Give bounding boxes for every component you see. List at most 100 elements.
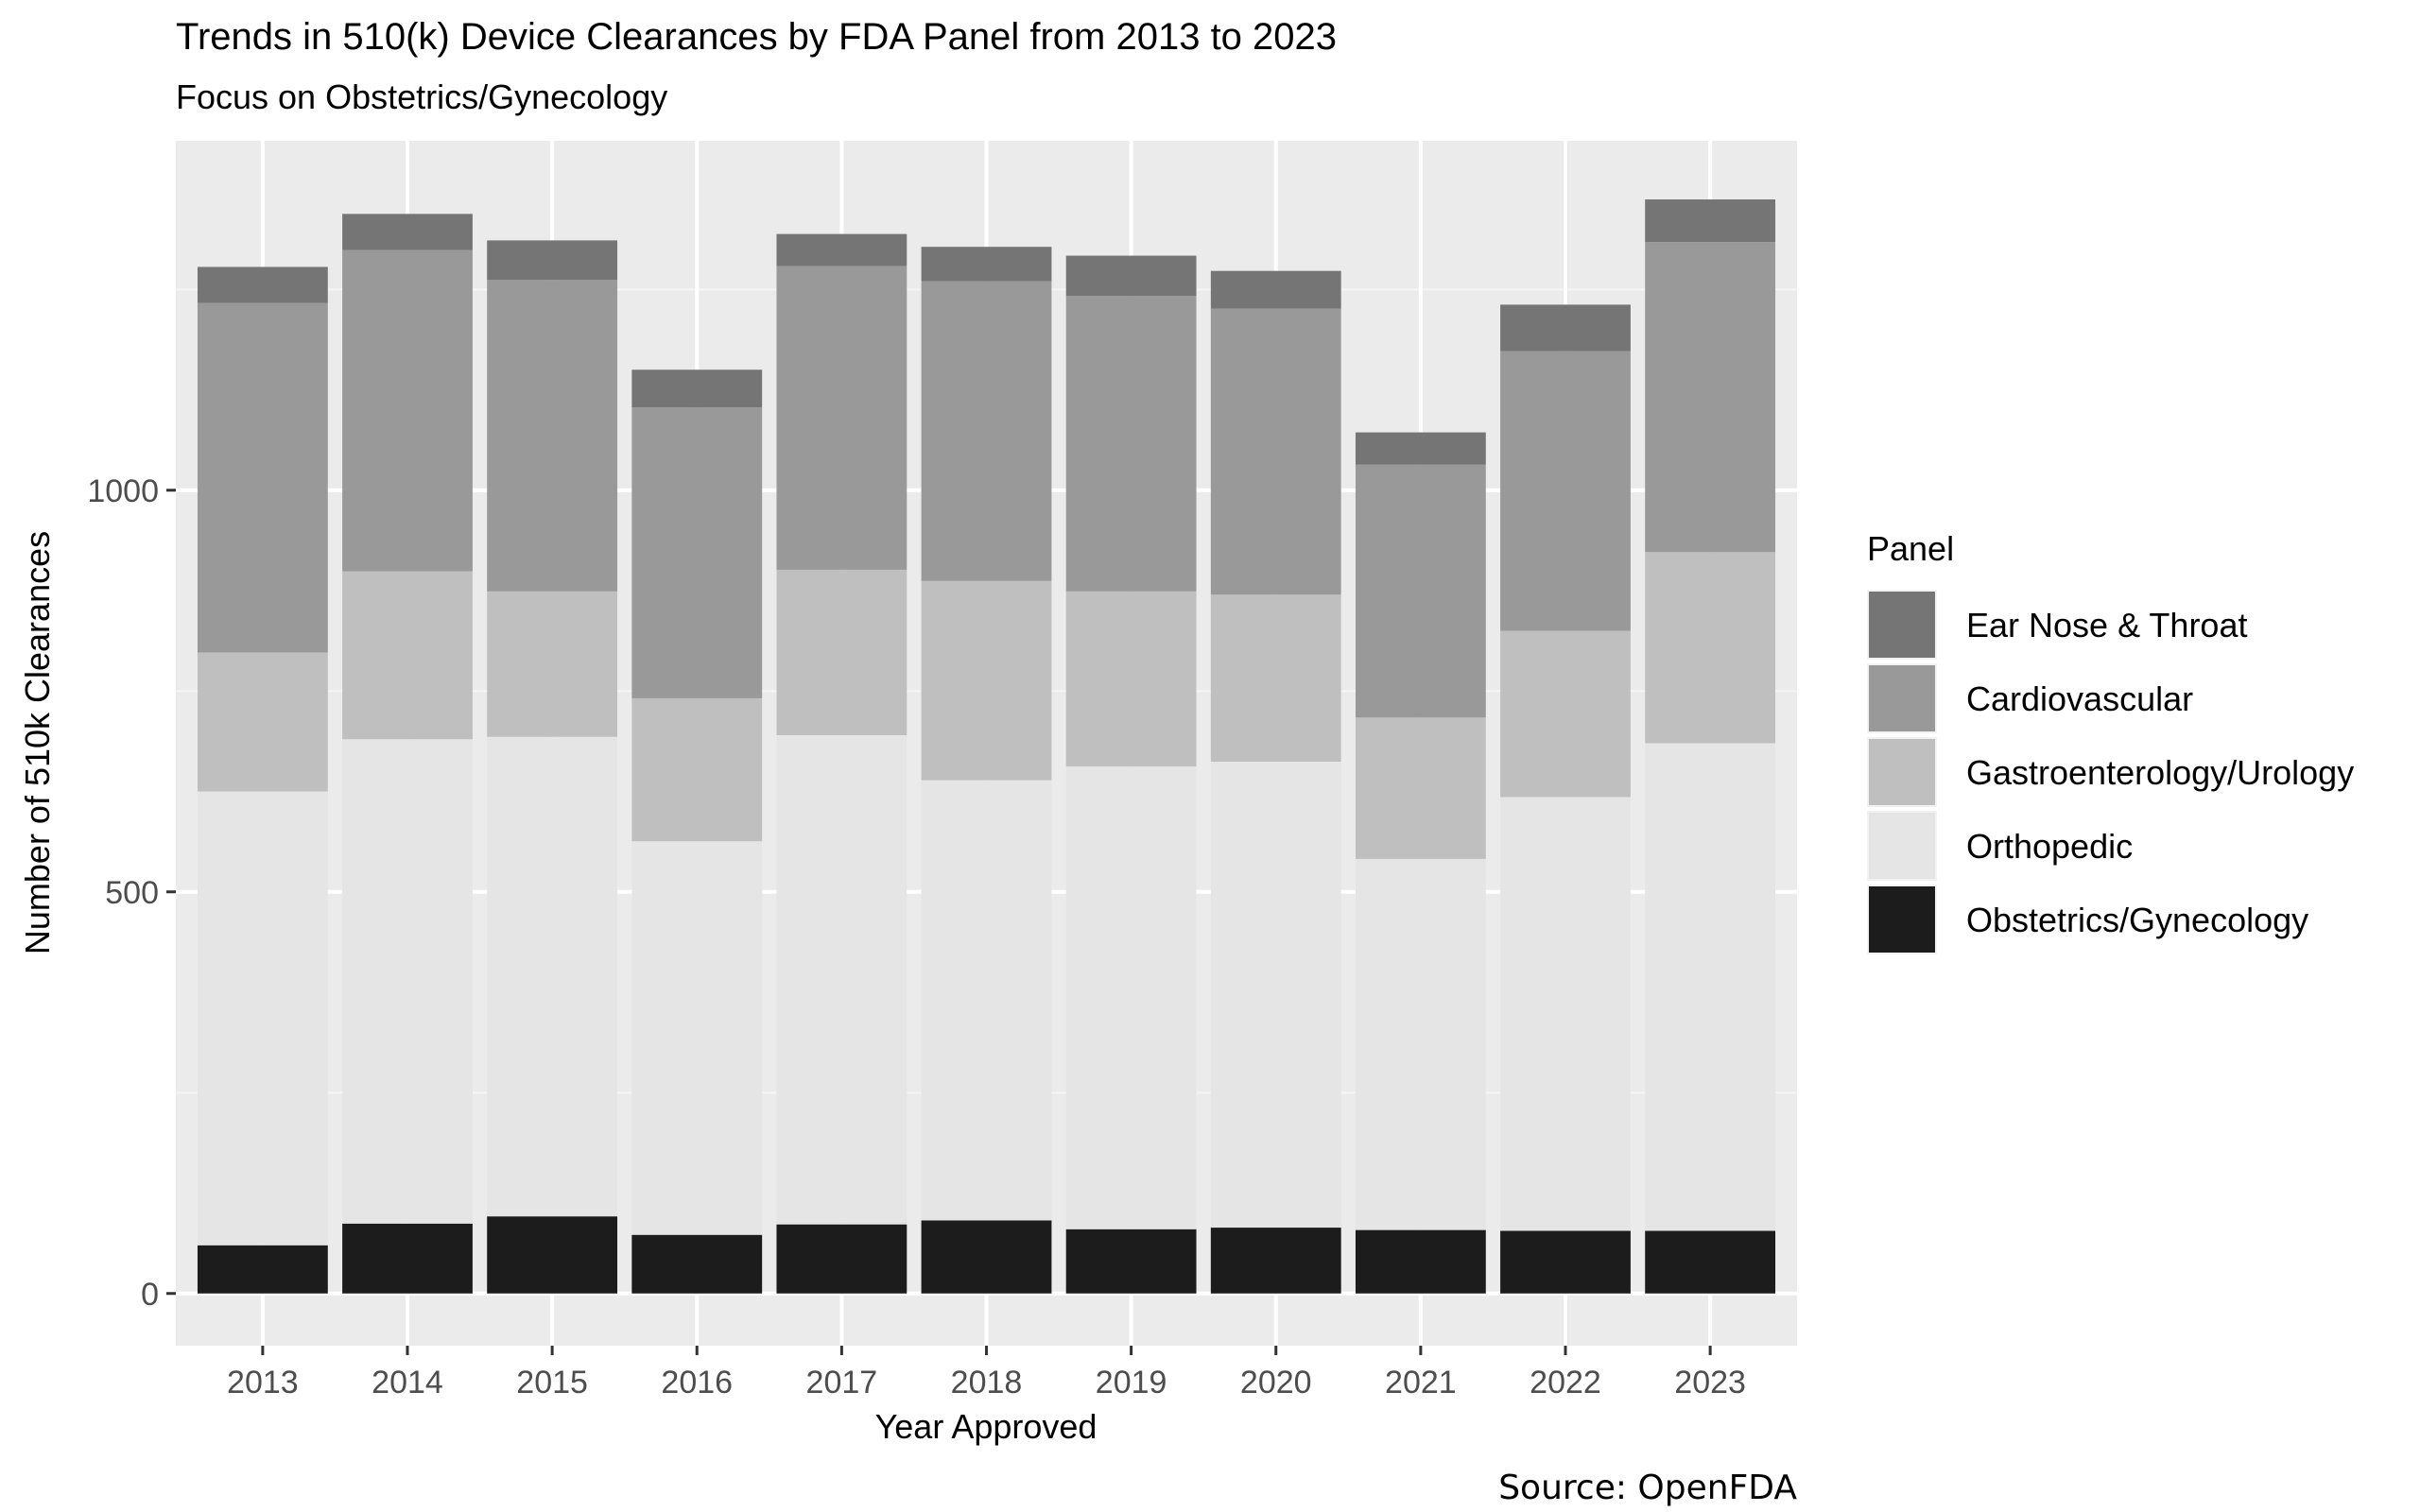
legend-title: Panel (1867, 529, 1954, 568)
y-tick-label: 0 (141, 1277, 159, 1313)
bar-gastroenterology-urology-2017 (776, 569, 908, 735)
bar-ear-nose-throat-2019 (1065, 255, 1197, 297)
bar-ear-nose-throat-2014 (342, 214, 473, 250)
bar-gastroenterology-urology-2016 (631, 697, 763, 842)
x-tick-label: 2021 (1385, 1365, 1457, 1400)
bar-cardiovascular-2020 (1210, 308, 1341, 595)
bar-orthopedic-2015 (487, 736, 618, 1217)
legend-item: Orthopedic (1867, 811, 2133, 881)
bar-cardiovascular-2017 (776, 266, 908, 570)
bar-cardiovascular-2015 (487, 280, 618, 592)
bar-obstetrics-gynecology-2013 (197, 1245, 328, 1294)
bar-stack-2021 (1355, 432, 1486, 1294)
legend-key-swatch (1869, 813, 1935, 879)
x-axis-title: Year Approved (875, 1407, 1098, 1446)
y-axis: 0 500 1000 (87, 473, 176, 1313)
x-tick-label: 2013 (227, 1365, 299, 1400)
bar-cardiovascular-2013 (197, 302, 328, 653)
legend-key-swatch (1869, 665, 1935, 731)
bar-cardiovascular-2018 (921, 281, 1052, 581)
bar-orthopedic-2019 (1065, 766, 1197, 1229)
bar-obstetrics-gynecology-2019 (1065, 1228, 1197, 1294)
bar-orthopedic-2013 (197, 791, 328, 1246)
bar-gastroenterology-urology-2014 (342, 571, 473, 740)
bar-stack-2023 (1645, 199, 1776, 1294)
bar-orthopedic-2022 (1500, 797, 1631, 1231)
bar-gastroenterology-urology-2015 (487, 591, 618, 737)
bar-ear-nose-throat-2013 (197, 266, 328, 303)
bar-cardiovascular-2019 (1065, 296, 1197, 592)
bar-stack-2016 (631, 369, 763, 1294)
plot-panel (176, 141, 1797, 1346)
legend-key-swatch (1869, 592, 1935, 658)
bar-cardiovascular-2021 (1355, 464, 1486, 718)
bar-obstetrics-gynecology-2016 (631, 1234, 763, 1294)
bar-cardiovascular-2014 (342, 249, 473, 572)
chart-subtitle: Focus on Obstetrics/Gynecology (176, 77, 667, 116)
y-axis-title: Number of 510k Clearances (18, 531, 57, 954)
bar-ear-nose-throat-2018 (921, 247, 1052, 282)
bar-gastroenterology-urology-2020 (1210, 594, 1341, 763)
bar-obstetrics-gynecology-2021 (1355, 1229, 1486, 1294)
legend-label: Obstetrics/Gynecology (1966, 901, 2308, 939)
bar-obstetrics-gynecology-2014 (342, 1223, 473, 1294)
legend-item: Obstetrics/Gynecology (1867, 885, 2308, 954)
legend-label: Gastroenterology/Urology (1966, 753, 2354, 792)
bar-obstetrics-gynecology-2022 (1500, 1230, 1631, 1294)
bar-ear-nose-throat-2022 (1500, 304, 1631, 352)
legend-item: Gastroenterology/Urology (1867, 737, 2354, 807)
bar-gastroenterology-urology-2021 (1355, 717, 1486, 859)
bar-ear-nose-throat-2020 (1210, 270, 1341, 309)
legend-label: Cardiovascular (1966, 679, 2193, 718)
legend-label: Ear Nose & Throat (1966, 606, 2247, 644)
bar-ear-nose-throat-2016 (631, 369, 763, 408)
bar-gastroenterology-urology-2013 (197, 652, 328, 792)
bar-obstetrics-gynecology-2020 (1210, 1228, 1341, 1294)
bar-stack-2017 (776, 233, 908, 1294)
chart-title: Trends in 510(k) Device Clearances by FD… (176, 16, 1337, 58)
legend-label: Orthopedic (1966, 827, 2133, 866)
bar-gastroenterology-urology-2018 (921, 580, 1052, 781)
x-tick-label: 2018 (951, 1365, 1023, 1400)
bar-orthopedic-2017 (776, 735, 908, 1225)
bar-ear-nose-throat-2017 (776, 233, 908, 266)
legend-item: Cardiovascular (1867, 663, 2193, 733)
legend-key-swatch (1869, 739, 1935, 805)
bar-gastroenterology-urology-2022 (1500, 630, 1631, 798)
bar-stack-2014 (342, 214, 473, 1294)
bar-stack-2022 (1500, 304, 1631, 1294)
bar-stack-2019 (1065, 255, 1197, 1294)
bar-orthopedic-2018 (921, 780, 1052, 1221)
x-tick-label: 2020 (1240, 1365, 1312, 1400)
bar-orthopedic-2014 (342, 739, 473, 1224)
bar-obstetrics-gynecology-2018 (921, 1220, 1052, 1294)
bar-ear-nose-throat-2023 (1645, 199, 1776, 243)
legend-key-swatch (1869, 886, 1935, 953)
bar-orthopedic-2020 (1210, 762, 1341, 1228)
bar-obstetrics-gynecology-2015 (487, 1216, 618, 1294)
chart-caption: Source: OpenFDA (1498, 1469, 1797, 1507)
legend: Panel Ear Nose & Throat Cardiovascular Gas… (1867, 529, 2354, 954)
x-tick-label: 2017 (806, 1365, 878, 1400)
x-tick-label: 2019 (1096, 1365, 1167, 1400)
bar-orthopedic-2021 (1355, 858, 1486, 1230)
legend-items: Ear Nose & Throat Cardiovascular Gastroent… (1867, 590, 2354, 954)
bar-cardiovascular-2022 (1500, 351, 1631, 631)
legend-item: Ear Nose & Throat (1867, 590, 2247, 660)
x-tick-label: 2022 (1530, 1365, 1601, 1400)
bar-ear-nose-throat-2015 (487, 240, 618, 281)
bar-orthopedic-2016 (631, 841, 763, 1235)
x-tick-label: 2016 (661, 1365, 733, 1400)
x-tick-label: 2023 (1674, 1365, 1746, 1400)
y-tick-label: 500 (105, 875, 159, 911)
y-tick-label: 1000 (87, 473, 159, 509)
x-axis: 2013 2014 2015 2016 2017 2018 2019 2020 2021 2022… (227, 1346, 1746, 1400)
bar-stack-2013 (197, 266, 328, 1294)
bar-cardiovascular-2023 (1645, 242, 1776, 553)
bar-stack-2018 (921, 247, 1052, 1294)
bar-gastroenterology-urology-2019 (1065, 591, 1197, 767)
bar-obstetrics-gynecology-2023 (1645, 1230, 1776, 1294)
x-tick-label: 2014 (372, 1365, 443, 1400)
bar-stack-2015 (487, 240, 618, 1294)
